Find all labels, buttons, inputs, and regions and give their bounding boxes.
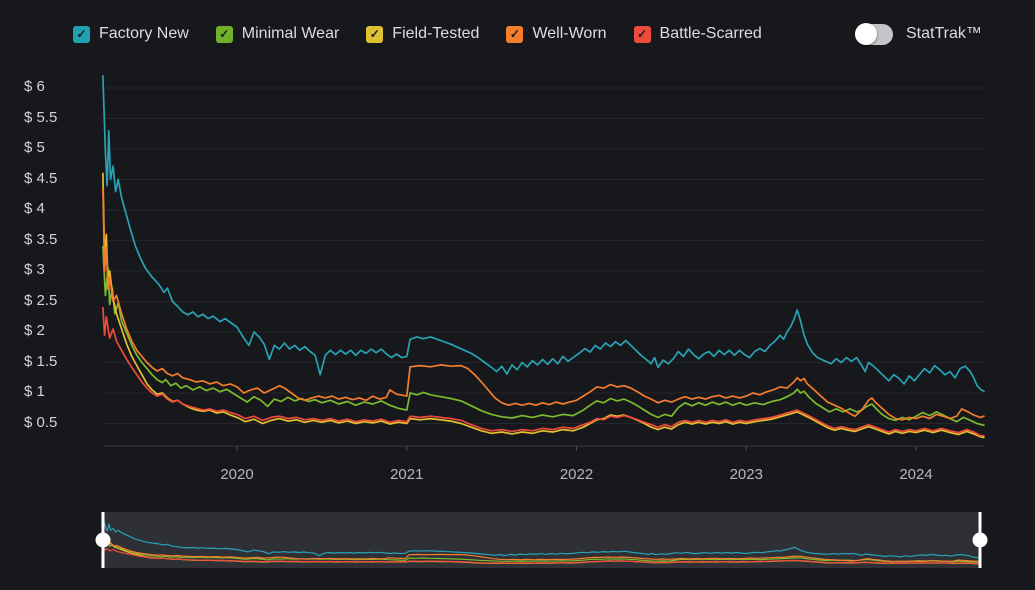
legend-item-factory-new[interactable]: ✓ Factory New	[73, 25, 189, 43]
legend-item-label: Field-Tested	[392, 25, 480, 42]
checkbox-minimal-wear-icon[interactable]: ✓	[215, 25, 233, 43]
x-tick-label: 2020	[220, 466, 254, 483]
navigator-series-factory-new	[102, 516, 981, 559]
legend-item-minimal-wear[interactable]: ✓ Minimal Wear	[215, 25, 340, 43]
checkbox-field-tested-icon[interactable]: ✓	[366, 25, 384, 43]
checkbox-factory-new-icon[interactable]: ✓	[73, 25, 90, 43]
x-tick-label: 2024	[899, 466, 933, 483]
x-tick-label: 2023	[729, 466, 763, 483]
gridlines	[103, 87, 985, 424]
y-tick-label: $ 3	[24, 261, 45, 278]
series-line-factory-new	[102, 74, 985, 393]
stattrak-control: StatTrak™	[855, 22, 982, 46]
y-tick-label: $ 3.5	[24, 230, 58, 248]
y-tick-label: $ 5.5	[24, 108, 58, 126]
y-tick-label: $ 4.5	[24, 169, 58, 187]
legend-item-battle-scarred[interactable]: ✓ Battle-Scarred	[633, 25, 762, 43]
y-tick-label: $ 1.5	[24, 352, 58, 370]
series-line-minimal-wear	[102, 245, 985, 427]
y-tick-label: $ 5	[24, 139, 45, 156]
stattrak-toggle[interactable]	[855, 23, 893, 45]
legend-item-well-worn[interactable]: ✓ Well-Worn	[506, 25, 607, 43]
y-tick-label: $ 2.5	[24, 291, 58, 309]
y-tick-label: $ 0.5	[24, 413, 58, 431]
legend-item-field-tested[interactable]: ✓ Field-Tested	[366, 25, 479, 43]
y-tick-label: $ 2	[24, 322, 45, 339]
x-tick-label: 2021	[390, 466, 424, 483]
series-line-battle-scarred	[102, 306, 985, 437]
legend-item-label: Minimal Wear	[241, 25, 340, 42]
y-tick-label: $ 1	[24, 383, 45, 400]
series-line-well-worn	[102, 187, 985, 421]
chart-legend: ✓ Factory New ✓ Minimal Wear ✓ Field-Tested ✓ W…	[73, 24, 762, 44]
navigator-series-well-worn	[102, 531, 981, 563]
stattrak-toggle-knob[interactable]	[855, 23, 877, 45]
navigator-left-handle[interactable]	[95, 512, 111, 568]
stattrak-label: StatTrak™	[906, 25, 982, 42]
y-tick-label: $ 4	[24, 200, 45, 217]
navigator-series-battle-scarred	[102, 546, 980, 565]
legend-item-label: Battle-Scarred	[659, 25, 762, 42]
x-axis-line	[103, 445, 985, 451]
checkbox-battle-scarred-icon[interactable]: ✓	[633, 25, 651, 43]
checkbox-well-worn-icon[interactable]: ✓	[506, 25, 524, 43]
navigator-right-handle[interactable]	[972, 512, 988, 568]
x-tick-label: 2022	[559, 466, 594, 483]
legend-item-label: Factory New	[99, 25, 189, 42]
legend-item-label: Well-Worn	[532, 25, 607, 42]
y-tick-label: $ 6	[24, 78, 45, 95]
series-line-field-tested	[102, 172, 985, 439]
